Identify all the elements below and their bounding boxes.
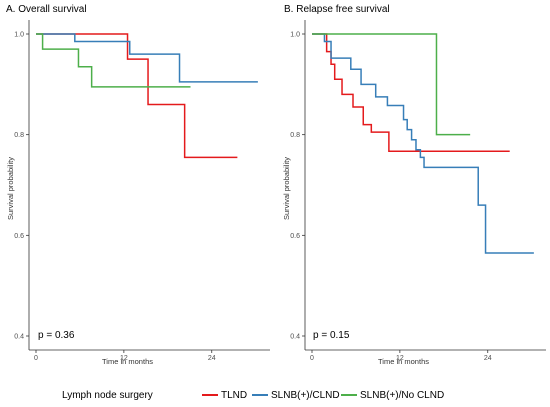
x-tick-label: 12 <box>120 355 128 362</box>
series-line-slnb-clnd <box>36 33 258 83</box>
y-axis-label: Survival probability <box>6 157 15 220</box>
legend-label-slnb-no-clnd: SLNB(+)/No CLND <box>360 390 444 401</box>
series-line-tlnd <box>36 33 238 159</box>
x-tick-label: 0 <box>310 355 314 362</box>
legend-entry-slnb-clnd: SLNB(+)/CLND <box>252 390 340 401</box>
y-tick-label: 0.4 <box>14 334 24 341</box>
series-line-slnb-no-clnd <box>36 33 191 88</box>
p-value-annotation: p = 0.36 <box>38 330 75 341</box>
legend: Lymph node surgery TLND SLNB(+)/CLND SLN… <box>62 390 444 401</box>
survival-curves <box>36 33 258 159</box>
legend-entry-tlnd: TLND <box>202 390 247 401</box>
legend-entry-slnb-no-clnd: SLNB(+)/No CLND <box>341 390 444 401</box>
survival-curves <box>312 33 534 254</box>
ticks: 0.4 0.6 0.8 1.0 0 12 24 <box>290 32 491 363</box>
y-axis-label: Survival probability <box>282 157 291 220</box>
series-line-slnb-clnd <box>312 33 534 254</box>
series-line-slnb-no-clnd <box>312 33 471 136</box>
y-tick-label: 0.8 <box>290 132 300 139</box>
x-tick-label: 12 <box>396 355 404 362</box>
x-tick-label: 24 <box>208 355 216 362</box>
axes <box>304 20 546 351</box>
panel-title: B. Relapse free survival <box>284 4 390 15</box>
x-axis-label: Time in months <box>378 357 429 366</box>
ticks: 0.4 0.6 0.8 1.0 0 12 24 <box>14 32 215 363</box>
y-tick-label: 0.6 <box>14 233 24 240</box>
y-tick-label: 0.4 <box>290 334 300 341</box>
x-tick-label: 24 <box>484 355 492 362</box>
y-tick-label: 0.8 <box>14 132 24 139</box>
x-axis-label: Time in months <box>102 357 153 366</box>
panel-relapse-free-survival: B. Relapse free survival 0.4 0.6 0.8 1.0 0 12… <box>282 4 546 366</box>
panel-title: A. Overall survival <box>6 4 87 15</box>
legend-title: Lymph node surgery <box>62 390 153 401</box>
y-tick-label: 1.0 <box>290 32 300 39</box>
y-tick-label: 1.0 <box>14 32 24 39</box>
legend-label-slnb-clnd: SLNB(+)/CLND <box>271 390 340 401</box>
legend-label-tlnd: TLND <box>221 390 247 401</box>
y-tick-label: 0.6 <box>290 233 300 240</box>
x-tick-label: 0 <box>34 355 38 362</box>
panel-overall-survival: A. Overall survival 0.4 0.6 0.8 1.0 0 12 24 Ti… <box>6 4 270 366</box>
p-value-annotation: p = 0.15 <box>313 330 350 341</box>
axes <box>28 20 270 351</box>
